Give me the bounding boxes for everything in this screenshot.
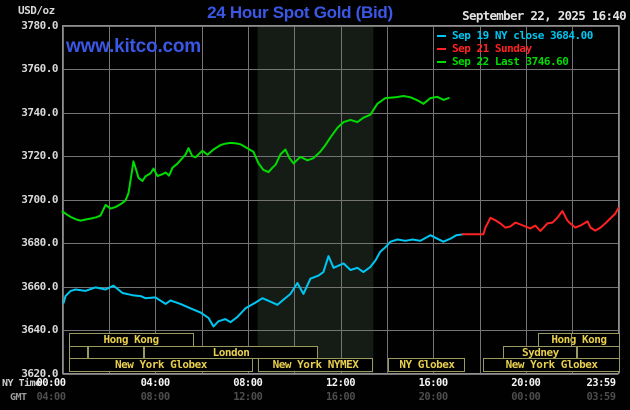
- legend-label: Sep 19 NY close 3684.00: [452, 29, 593, 42]
- price-line-sep-22-last: [61, 95, 450, 222]
- y-axis-tick: 3620.0: [21, 366, 58, 380]
- session-label: Sydney: [522, 346, 559, 359]
- green-line-swatch-icon: [437, 61, 446, 63]
- session-label: Hong Kong: [551, 333, 607, 346]
- session-box-new-york-globex: New York Globex: [68, 358, 254, 372]
- nymex-session-band: [257, 25, 374, 374]
- ny-time-tick: 12:00: [325, 377, 356, 389]
- price-line-sep-19-ny-close: [62, 233, 465, 328]
- ny-time-tick: 16:00: [418, 377, 449, 389]
- gmt-tick: 16:00: [325, 391, 356, 403]
- legend-item-sep19: Sep 19 NY close 3684.00: [437, 29, 593, 42]
- y-axis-tick: 3680.0: [21, 236, 58, 249]
- price-line-sep-21-sunday: [461, 207, 620, 236]
- session-box-new-york-nymex: New York NYMEX: [257, 358, 374, 372]
- legend-item-sep22: Sep 22 Last 3746.60: [437, 55, 593, 68]
- session-label: Hong Kong: [103, 333, 160, 346]
- session-box-new-york-globex: New York Globex: [483, 358, 620, 372]
- ny-time-tick: 08:00: [233, 377, 263, 389]
- gmt-tick: 04:00: [36, 391, 66, 403]
- gmt-tick: 00:00: [511, 391, 541, 403]
- chart-title: 24 Hour Spot Gold (Bid): [207, 3, 393, 22]
- session-label: New York NYMEX: [272, 358, 359, 371]
- y-axis-tick: 3700.0: [21, 192, 58, 206]
- legend-item-sep21: Sep 21 Sunday: [437, 42, 593, 55]
- legend: Sep 19 NY close 3684.00 Sep 21 Sunday Se…: [437, 29, 593, 68]
- cyan-line-swatch-icon: [437, 35, 446, 37]
- session-label: NY Globex: [399, 358, 455, 371]
- y-axis-tick: 3720.0: [21, 149, 58, 162]
- plot-border: [62, 25, 619, 374]
- session-label: New York Globex: [505, 358, 598, 371]
- ny-time-axis-label: NY Time: [2, 378, 41, 389]
- red-line-swatch-icon: [437, 48, 446, 50]
- ny-time-tick: 23:59: [586, 377, 616, 389]
- session-label: London: [212, 346, 250, 359]
- gmt-axis-label: GMT: [10, 392, 27, 403]
- gmt-tick: 12:00: [233, 391, 263, 403]
- session-box-hong-kong: Hong Kong: [538, 333, 620, 347]
- y-axis-tick: 3780.0: [21, 18, 58, 32]
- session-box-hong-kong: Hong Kong: [68, 333, 194, 347]
- y-axis-tick: 3740.0: [21, 105, 58, 119]
- gmt-tick: 08:00: [140, 391, 171, 403]
- session-box-ny-globex: NY Globex: [388, 358, 466, 372]
- kitco-watermark-link[interactable]: www.kitco.com: [66, 36, 202, 57]
- y-axis-units-label: USD/oz: [18, 4, 55, 17]
- chart-datetime: September 22, 2025 16:40: [462, 8, 627, 23]
- ny-time-tick: 00:00: [36, 377, 66, 389]
- session-label: New York Globex: [115, 358, 207, 371]
- session-divider: [571, 334, 573, 346]
- ny-time-tick: 04:00: [140, 377, 171, 389]
- y-axis-tick: 3760.0: [21, 62, 58, 75]
- legend-label: Sep 22 Last 3746.60: [452, 55, 569, 68]
- legend-label: Sep 21 Sunday: [452, 42, 532, 55]
- ny-time-tick: 20:00: [511, 377, 541, 389]
- gmt-tick: 20:00: [418, 391, 449, 403]
- y-axis-tick: 3660.0: [21, 279, 58, 293]
- gmt-tick: 03:59: [586, 391, 616, 403]
- y-axis-tick: 3640.0: [21, 323, 58, 336]
